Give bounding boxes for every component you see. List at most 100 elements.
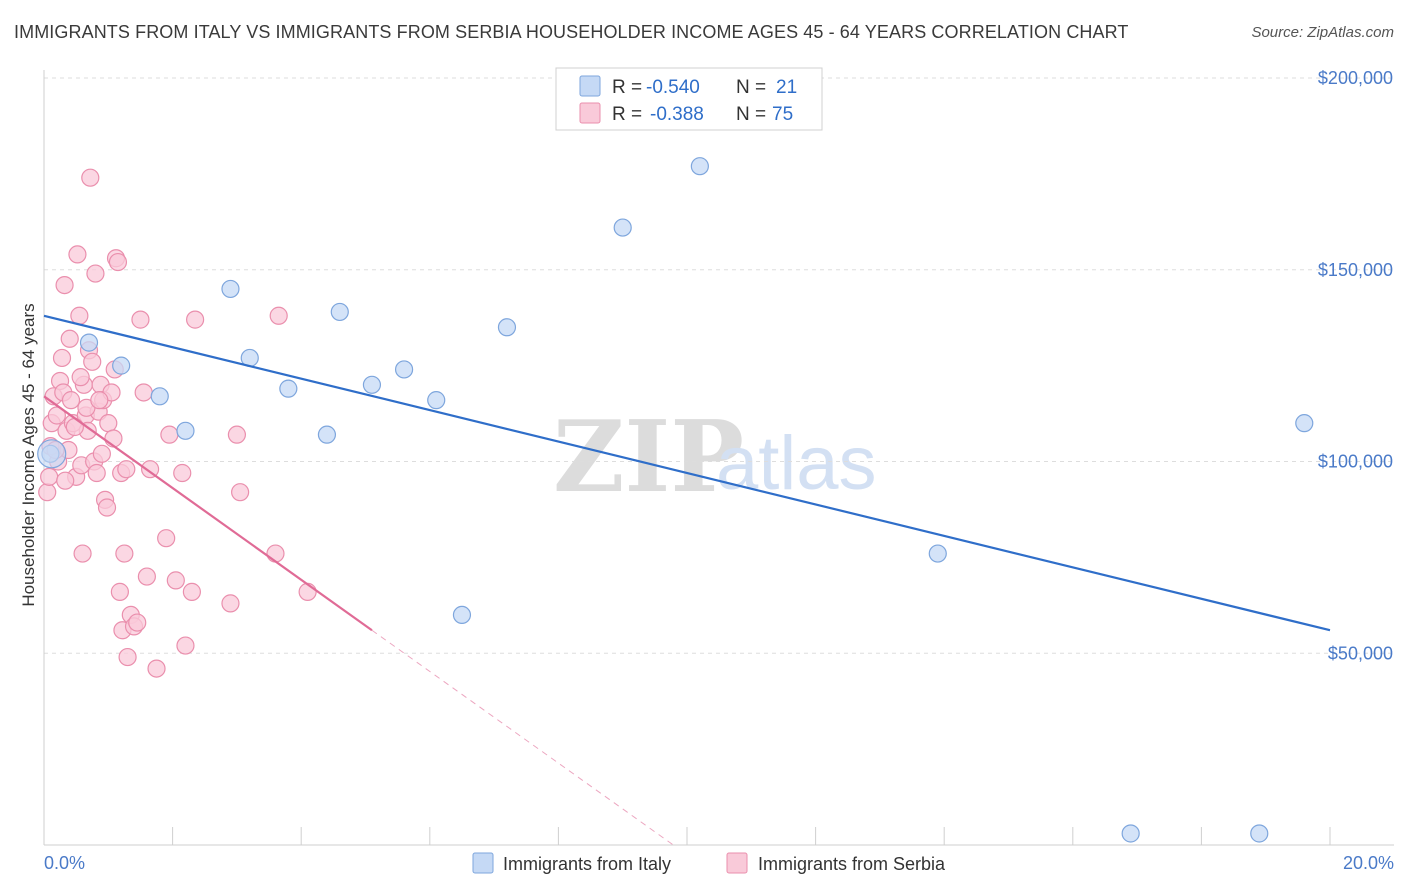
- italy-point-13: [452, 605, 472, 625]
- italy-point-20: [1295, 414, 1314, 433]
- serbia-point-0: [38, 483, 57, 502]
- serbia-point-13: [60, 329, 79, 348]
- y-tick-label-2: $150,000: [1318, 260, 1393, 280]
- italy-point-4: [176, 421, 195, 440]
- y-tick-label-3: $200,000: [1318, 68, 1393, 88]
- italy-point-12: [427, 391, 446, 410]
- x-tick-label-max: 20.0%: [1343, 853, 1394, 873]
- serbia-point-41: [110, 582, 129, 601]
- serbia-point-63: [227, 425, 246, 444]
- serbia-point-8: [52, 348, 72, 368]
- serbia-point-71: [90, 391, 109, 410]
- legend-serbia-r-value: -0.388: [650, 104, 704, 125]
- serbia-point-36: [99, 414, 118, 433]
- serbia-point-56: [160, 425, 179, 444]
- serbia-point-1: [40, 467, 59, 486]
- series-italy-points: [37, 157, 1314, 843]
- serbia-point-72: [104, 429, 123, 448]
- italy-cluster-point: [37, 439, 67, 469]
- legend-italy-r-value: -0.540: [646, 77, 700, 98]
- series-legend: Immigrants from Italy Immigrants from Se…: [472, 852, 946, 874]
- serbia-point-28: [86, 264, 105, 283]
- legend-serbia-n-value: 75: [772, 104, 793, 125]
- chart-title: IMMIGRANTS FROM ITALY VS IMMIGRANTS FROM…: [14, 22, 1129, 42]
- bottom-legend-italy-swatch: [472, 852, 494, 874]
- bottom-legend-italy-label: Immigrants from Italy: [503, 854, 671, 874]
- italy-point-14: [497, 318, 517, 337]
- y-tick-label-0: $50,000: [1328, 643, 1393, 663]
- serbia-point-45: [117, 460, 136, 479]
- serbia-point-35: [97, 498, 117, 517]
- serbia-point-66: [269, 306, 288, 325]
- legend-italy-swatch: [579, 75, 601, 97]
- serbia-trend-line: [43, 395, 373, 632]
- serbia-point-54: [147, 659, 166, 678]
- serbia-point-50: [131, 310, 150, 329]
- bottom-legend-serbia-swatch: [726, 852, 748, 874]
- serbia-point-60: [182, 582, 201, 601]
- watermark-zip: ZIP: [553, 400, 744, 515]
- italy-point-1: [79, 333, 99, 352]
- italy-point-10: [362, 375, 382, 394]
- legend-serbia-n-label: N =: [736, 104, 766, 125]
- serbia-point-61: [186, 310, 205, 329]
- trend-lines: [43, 314, 1331, 846]
- serbia-point-57: [166, 571, 185, 590]
- legend-italy-r-label: R =: [612, 77, 642, 98]
- italy-point-19: [1250, 824, 1269, 843]
- serbia-point-49: [128, 613, 147, 632]
- watermark-atlas: atlas: [716, 421, 877, 506]
- italy-point-2: [112, 356, 131, 375]
- serbia-point-65: [266, 544, 285, 563]
- serbia-point-74: [71, 368, 90, 387]
- serbia-point-29: [87, 463, 106, 483]
- serbia-point-40: [108, 252, 128, 272]
- y-tick-label-1: $100,000: [1318, 452, 1393, 472]
- italy-point-11: [394, 360, 414, 379]
- serbia-point-67: [298, 582, 317, 601]
- serbia-point-10: [55, 275, 74, 295]
- italy-point-17: [928, 544, 947, 563]
- legend-italy-n-value: 21: [776, 77, 797, 98]
- serbia-point-17: [68, 245, 87, 264]
- serbia-point-59: [176, 636, 195, 655]
- serbia-point-62: [221, 594, 240, 613]
- y-tick-labels: $50,000 $100,000 $150,000 $200,000: [1318, 68, 1393, 663]
- serbia-point-64: [231, 483, 250, 502]
- italy-point-18: [1121, 824, 1140, 843]
- serbia-trend-extension: [371, 629, 674, 846]
- serbia-point-52: [137, 567, 156, 586]
- legend-serbia-swatch: [579, 102, 601, 124]
- italy-point-5: [221, 279, 240, 299]
- serbia-point-18: [70, 306, 89, 325]
- serbia-point-53: [140, 460, 160, 479]
- italy-point-3: [150, 387, 169, 406]
- serbia-point-20: [73, 544, 92, 563]
- serbia-point-46: [118, 647, 137, 667]
- serbia-point-44: [115, 544, 134, 563]
- serbia-point-55: [157, 529, 176, 548]
- serbia-point-51: [134, 383, 153, 402]
- legend-serbia-r-label: R =: [612, 104, 642, 125]
- correlation-legend: R = -0.540 N = 21 R = -0.388 N = 75: [555, 67, 823, 131]
- serbia-point-69: [65, 417, 84, 437]
- serbia-point-25: [81, 168, 100, 187]
- grid-lines: [43, 77, 1394, 845]
- serbia-point-26: [83, 352, 102, 371]
- y-axis-title: Householder Income Ages 45 - 64 years: [19, 303, 38, 606]
- legend-italy-n-label: N =: [736, 77, 766, 98]
- italy-point-9: [330, 302, 349, 322]
- italy-point-7: [279, 379, 298, 398]
- italy-trend-line: [43, 314, 1331, 632]
- italy-point-15: [613, 218, 632, 237]
- serbia-point-14: [61, 391, 81, 410]
- italy-point-16: [690, 157, 709, 176]
- bottom-legend-serbia-label: Immigrants from Serbia: [758, 854, 946, 874]
- italy-point-8: [317, 425, 337, 444]
- serbia-point-73: [56, 471, 75, 490]
- serbia-point-58: [173, 463, 192, 483]
- source-label: Source: ZipAtlas.com: [1251, 24, 1394, 41]
- x-tick-label-min: 0.0%: [44, 853, 85, 873]
- serbia-point-32: [92, 444, 111, 463]
